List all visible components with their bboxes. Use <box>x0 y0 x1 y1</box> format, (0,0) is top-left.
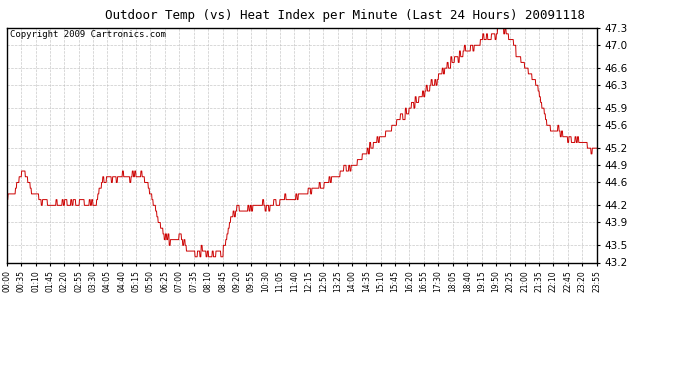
Text: Outdoor Temp (vs) Heat Index per Minute (Last 24 Hours) 20091118: Outdoor Temp (vs) Heat Index per Minute … <box>105 9 585 22</box>
Text: Copyright 2009 Cartronics.com: Copyright 2009 Cartronics.com <box>10 30 166 39</box>
